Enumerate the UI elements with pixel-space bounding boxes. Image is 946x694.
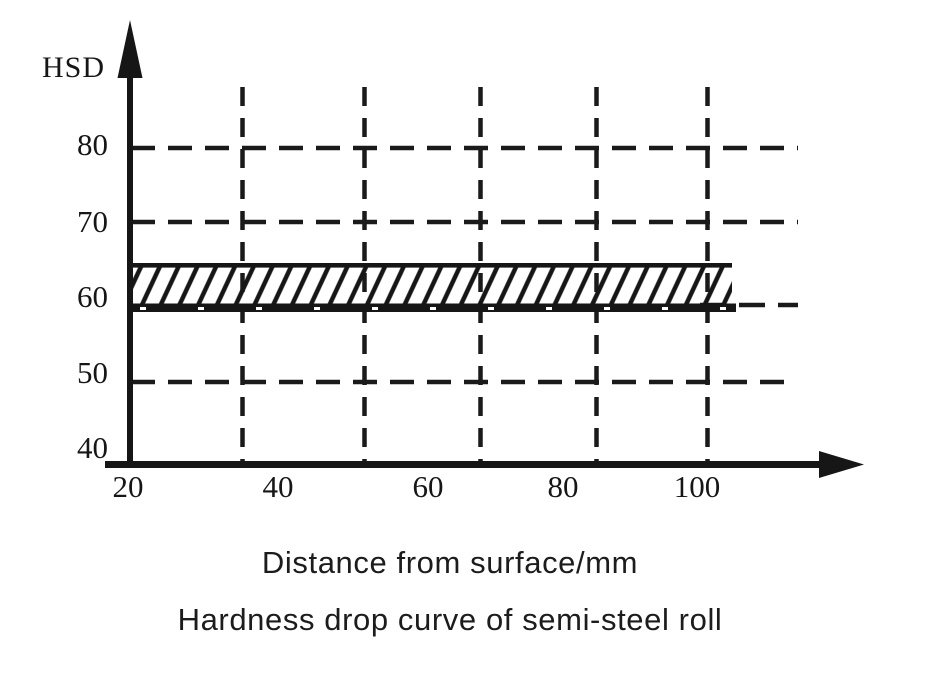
x-axis-line (105, 461, 823, 468)
y-tick-label-40: 40 (77, 430, 108, 465)
y-tick-label-60: 60 (77, 279, 108, 314)
y-tick-label-80: 80 (77, 127, 108, 162)
x-tick-label-40: 40 (262, 469, 294, 504)
hardness-band-top-border (131, 263, 732, 268)
x-axis (105, 451, 864, 478)
hardness-band (131, 263, 736, 312)
figure-caption: Hardness drop curve of semi-steel roll (177, 602, 723, 637)
y-axis (117, 20, 143, 466)
x-tick-label-80: 80 (547, 469, 579, 504)
y-axis-line (127, 55, 133, 466)
x-tick-label-100: 100 (673, 469, 721, 504)
x-axis-caption: Distance from surface/mm (261, 545, 639, 580)
x-axis-arrow-icon (819, 451, 864, 478)
y-tick-label-50: 50 (77, 355, 108, 390)
x-tick-label-60: 60 (412, 469, 444, 504)
y-axis-unit-label: HSD (42, 51, 106, 84)
hardness-band-hatch (131, 266, 732, 304)
x-tick-label-20: 20 (112, 469, 144, 504)
y-tick-label-70: 70 (77, 204, 108, 239)
y-axis-arrow-icon (117, 20, 143, 78)
